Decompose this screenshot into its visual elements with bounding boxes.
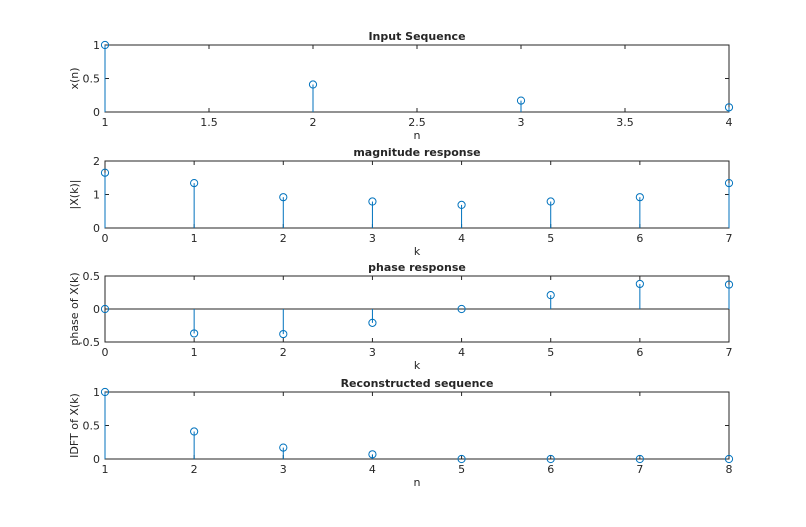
input-sequence-ytick-label: 0 [93, 106, 100, 119]
reconstructed-sequence-marker [635, 454, 644, 464]
phase-response-xtick-label: 1 [191, 346, 198, 359]
input-sequence-marker [516, 96, 526, 105]
phase-response-xtick-label: 6 [636, 346, 643, 359]
input-sequence-ytick-label: 0.5 [83, 73, 101, 86]
reconstructed-sequence-axes-box [104, 391, 730, 460]
input-sequence-marker [100, 40, 110, 50]
phase-response-marker [190, 329, 199, 338]
phase-response-xtick-label: 4 [458, 346, 465, 359]
reconstructed-sequence-ytick-label: 1 [93, 386, 100, 399]
phase-response-ytick-label: 0 [93, 303, 100, 316]
magnitude-response-plot: 0 1 2 3 4 5 6 7 0 1 2 magnitude response k |X(k)| [68, 146, 734, 258]
phase-response-title: phase response [368, 261, 466, 274]
input-sequence-ytick-label: 1 [93, 39, 100, 52]
phase-response-marker [279, 329, 288, 339]
reconstructed-sequence-xtick-label: 6 [547, 463, 554, 476]
phase-response-xtick-label: 3 [369, 346, 376, 359]
phase-response-marker [724, 280, 734, 289]
magnitude-response-axes-box [104, 160, 730, 229]
reconstructed-sequence-marker [724, 454, 734, 464]
magnitude-response-marker [100, 168, 110, 177]
magnitude-response-marker [368, 197, 377, 206]
magnitude-response-marker [190, 179, 199, 188]
magnitude-response-ylabel: |X(k)| [68, 180, 81, 210]
magnitude-response-xtick-label: 0 [102, 232, 109, 245]
input-sequence-ylabel: x(n) [68, 67, 81, 89]
reconstructed-sequence-marker [190, 427, 199, 436]
reconstructed-sequence-xtick-label: 4 [369, 463, 376, 476]
magnitude-response-xtick-label: 2 [280, 232, 287, 245]
magnitude-response-xtick-label: 3 [369, 232, 376, 245]
reconstructed-sequence-ylabel: IDFT of X(k) [68, 393, 81, 458]
phase-response-marker [100, 304, 110, 314]
reconstructed-sequence-marker [368, 450, 377, 459]
input-sequence-xlabel: n [414, 129, 421, 142]
magnitude-response-marker [635, 193, 644, 202]
magnitude-response-xtick-label: 7 [726, 232, 733, 245]
phase-response-marker [368, 318, 377, 327]
magnitude-response-xtick-label: 4 [458, 232, 465, 245]
input-sequence-axes-box [104, 44, 730, 113]
phase-response-xtick-label: 5 [547, 346, 554, 359]
input-sequence-plot: 1 1.5 2 2.5 3 3.5 4 0 0.5 1 Input Sequence n x(n) [68, 30, 734, 142]
reconstructed-sequence-marker [457, 454, 466, 464]
reconstructed-sequence-xtick-label: 2 [191, 463, 198, 476]
magnitude-response-ytick-label: 1 [93, 189, 100, 202]
reconstructed-sequence-xtick-label: 7 [636, 463, 643, 476]
magnitude-response-xlabel: k [414, 245, 421, 258]
phase-response-ylabel: phase of X(k) [68, 272, 81, 345]
magnitude-response-xtick-label: 5 [547, 232, 554, 245]
magnitude-response-xtick-label: 1 [191, 232, 198, 245]
reconstructed-sequence-marker [100, 387, 110, 397]
reconstructed-sequence-marker [546, 454, 555, 464]
reconstructed-sequence-ytick-label: 0.5 [83, 420, 101, 433]
phase-response-xlabel: k [414, 359, 421, 372]
reconstructed-sequence-plot: 1 2 3 4 5 6 7 8 0 0.5 1 Reconstructed sequence n IDFT… [68, 377, 734, 489]
input-sequence-xtick-label: 1 [102, 116, 109, 129]
input-sequence-xtick-label: 3 [518, 116, 525, 129]
phase-response-xtick-label: 2 [280, 346, 287, 359]
input-sequence-title: Input Sequence [368, 30, 465, 43]
phase-response-ytick-label: 0.5 [83, 270, 101, 283]
reconstructed-sequence-xlabel: n [414, 476, 421, 489]
input-sequence-xtick-label: 2 [310, 116, 317, 129]
phase-response-xtick-label: 0 [102, 346, 109, 359]
input-sequence-xtick-label: 4 [726, 116, 733, 129]
magnitude-response-xtick-label: 6 [636, 232, 643, 245]
magnitude-response-marker [546, 197, 555, 206]
magnitude-response-marker [457, 200, 466, 209]
input-sequence-marker [724, 103, 734, 112]
reconstructed-sequence-xtick-label: 8 [726, 463, 733, 476]
phase-response-marker [546, 291, 555, 300]
phase-response-ytick-label: -0.5 [79, 336, 100, 349]
magnitude-response-title: magnitude response [353, 146, 480, 159]
magnitude-response-ytick-label: 2 [93, 155, 100, 168]
reconstructed-sequence-marker [279, 443, 288, 452]
reconstructed-sequence-xtick-label: 5 [458, 463, 465, 476]
reconstructed-sequence-ytick-label: 0 [93, 453, 100, 466]
phase-response-xtick-label: 7 [726, 346, 733, 359]
phase-response-marker [457, 304, 466, 314]
input-sequence-xtick-label: 1.5 [200, 116, 218, 129]
reconstructed-sequence-xtick-label: 3 [280, 463, 287, 476]
reconstructed-sequence-title: Reconstructed sequence [341, 377, 494, 390]
reconstructed-sequence-xtick-label: 1 [102, 463, 109, 476]
input-sequence-marker [308, 80, 318, 89]
phase-response-marker [635, 279, 644, 289]
input-sequence-xtick-label: 3.5 [616, 116, 634, 129]
input-sequence-xtick-label: 2.5 [408, 116, 426, 129]
magnitude-response-ytick-label: 0 [93, 222, 100, 235]
magnitude-response-marker [724, 179, 734, 188]
magnitude-response-marker [279, 193, 288, 202]
